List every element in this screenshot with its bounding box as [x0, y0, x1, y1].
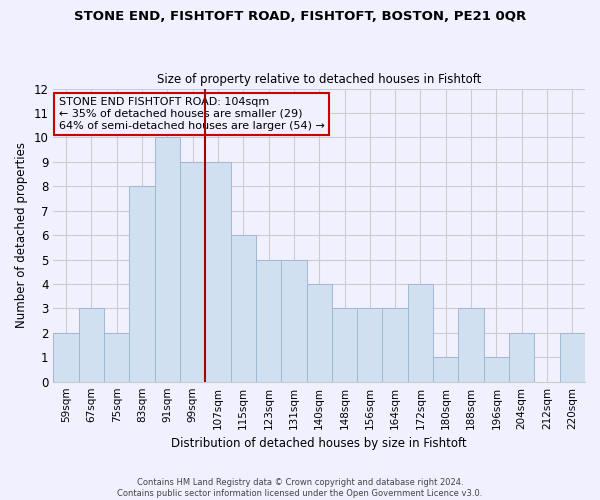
Bar — [281, 260, 307, 382]
Bar — [79, 308, 104, 382]
Bar — [230, 235, 256, 382]
Text: Contains HM Land Registry data © Crown copyright and database right 2024.
Contai: Contains HM Land Registry data © Crown c… — [118, 478, 482, 498]
Bar — [307, 284, 332, 382]
Bar — [155, 138, 180, 382]
Bar — [130, 186, 155, 382]
Bar — [484, 358, 509, 382]
Bar — [332, 308, 357, 382]
Text: STONE END FISHTOFT ROAD: 104sqm
← 35% of detached houses are smaller (29)
64% of: STONE END FISHTOFT ROAD: 104sqm ← 35% of… — [59, 98, 325, 130]
Text: STONE END, FISHTOFT ROAD, FISHTOFT, BOSTON, PE21 0QR: STONE END, FISHTOFT ROAD, FISHTOFT, BOST… — [74, 10, 526, 23]
X-axis label: Distribution of detached houses by size in Fishtoft: Distribution of detached houses by size … — [172, 437, 467, 450]
Y-axis label: Number of detached properties: Number of detached properties — [15, 142, 28, 328]
Bar — [509, 333, 535, 382]
Bar — [458, 308, 484, 382]
Title: Size of property relative to detached houses in Fishtoft: Size of property relative to detached ho… — [157, 73, 481, 86]
Bar — [104, 333, 130, 382]
Bar — [180, 162, 205, 382]
Bar — [408, 284, 433, 382]
Bar — [357, 308, 382, 382]
Bar — [382, 308, 408, 382]
Bar — [53, 333, 79, 382]
Bar — [256, 260, 281, 382]
Bar — [560, 333, 585, 382]
Bar — [433, 358, 458, 382]
Bar — [205, 162, 230, 382]
